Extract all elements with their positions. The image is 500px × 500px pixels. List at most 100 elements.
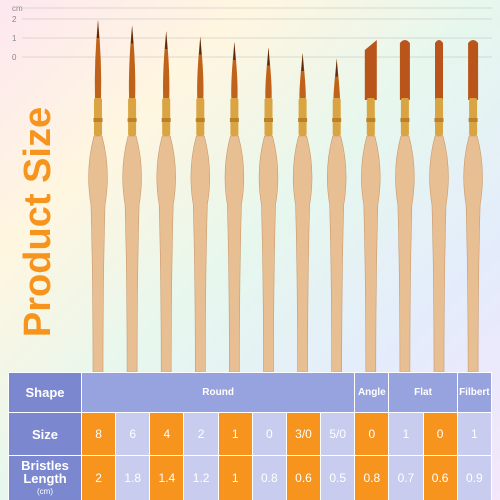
size-cell: 0: [422, 412, 458, 456]
brush-ferrule-ring: [93, 118, 103, 122]
brush-tip-dark: [301, 53, 304, 71]
brush-tip-dark: [199, 36, 202, 55]
brush-handle: [395, 135, 415, 372]
size-cell: 0: [354, 412, 390, 456]
brush-ferrule-ring: [366, 118, 376, 122]
row-label: Bristles Length (cm): [8, 455, 82, 500]
brush-tip: [163, 31, 170, 100]
brush-ferrule: [264, 98, 273, 136]
title: Product Size: [17, 107, 59, 337]
brush-ferrule: [435, 98, 443, 136]
brush-ferrule-ring: [161, 118, 171, 122]
row-label: Size: [8, 412, 82, 456]
size-row: Size 8 6 4 2 1 0 3/0 5/0 0 1 0 1: [8, 412, 493, 456]
brush-ferrule-ring: [434, 118, 444, 122]
brush-tip: [94, 20, 102, 100]
brush-ferrule-ring: [264, 118, 273, 122]
size-cell: 1: [456, 412, 493, 456]
size-cell: 1: [388, 412, 424, 456]
ruler-unit: cm: [12, 4, 23, 13]
length-cell: 0.6: [285, 455, 322, 500]
ruler-label: 0: [12, 53, 17, 62]
brush-ferrule: [128, 98, 137, 136]
brush-handle: [190, 135, 210, 372]
row-label-unit: (cm): [37, 486, 53, 496]
length-cell: 0.7: [388, 455, 424, 500]
length-cell: 0.8: [251, 455, 287, 500]
brush-ferrule: [298, 98, 307, 136]
size-cell: 4: [149, 412, 185, 456]
length-cell: 1.8: [115, 455, 151, 500]
brush-handle: [463, 135, 483, 372]
ruler: 2 1 0: [12, 15, 492, 62]
brush-handle: [224, 135, 245, 372]
length-cell: 0.8: [354, 455, 390, 500]
brush-tip-dark: [335, 58, 338, 77]
brush-tip: [399, 40, 410, 100]
brush-ferrule-ring: [127, 118, 137, 122]
row-label-text: Bristles Length: [21, 457, 69, 486]
shape-cell: Angle: [354, 372, 390, 413]
size-cell: 3/0: [285, 412, 322, 456]
brush-handle: [292, 135, 313, 372]
shape-cell: Filbert: [456, 372, 493, 413]
length-cell: 2: [80, 455, 117, 500]
brush-handle: [122, 135, 142, 372]
size-cell: 6: [115, 412, 151, 456]
brush-ferrule: [469, 98, 478, 136]
ruler-label: 2: [12, 15, 17, 24]
size-cell: 1: [217, 412, 253, 456]
brush-ferrule-ring: [468, 118, 478, 122]
brush-ferrule-ring: [229, 118, 239, 122]
brush-illustration: cm 2 1 0 Product Size: [12, 4, 492, 372]
brush-handle: [327, 135, 347, 372]
brush-tip-dark: [165, 31, 168, 49]
brush-tip-dark: [130, 25, 134, 44]
brush-tip-dark: [267, 47, 270, 66]
length-cell: 1.2: [183, 455, 219, 500]
brush-tip: [299, 53, 306, 100]
shape-row: Shape Round Angle Flat Filbert: [8, 372, 493, 413]
shape-cell: Flat: [388, 372, 458, 413]
brush-ferrule: [196, 98, 205, 136]
brush-ferrule: [94, 98, 102, 136]
brushes: [88, 20, 483, 372]
length-cell: 0.9: [456, 455, 493, 500]
brush-tip: [435, 40, 443, 100]
length-row: Bristles Length (cm) 2 1.8 1.4 1.2 1 0.8 0.6 0.5…: [8, 455, 493, 500]
brush-ferrule-ring: [298, 118, 308, 122]
brush-tip-dark: [233, 42, 236, 60]
brush-handle: [156, 135, 176, 372]
brush-ferrule: [162, 98, 171, 136]
brush-ferrule: [400, 98, 409, 136]
size-cell: 5/0: [320, 412, 356, 456]
brush-handle: [88, 135, 108, 372]
brush-tip: [364, 40, 377, 100]
brush-tip: [128, 25, 136, 100]
size-cell: 2: [183, 412, 219, 456]
length-cell: 1: [217, 455, 253, 500]
brush-tip: [231, 42, 238, 100]
brush-handle: [361, 135, 381, 372]
brush-ferrule: [366, 98, 375, 136]
length-cell: 0.6: [422, 455, 458, 500]
brush-ferrule-ring: [332, 118, 342, 122]
brush-tip: [265, 47, 272, 100]
brush-handle: [258, 135, 279, 372]
brush-tip-dark: [96, 20, 100, 38]
brush-ferrule-ring: [195, 118, 205, 122]
brush-tip: [333, 58, 340, 100]
length-cell: 1.4: [149, 455, 185, 500]
length-cell: 0.5: [320, 455, 356, 500]
brush-handle: [429, 135, 449, 372]
brush-tip: [468, 40, 479, 100]
shape-cell: Round: [80, 372, 356, 413]
size-cell: 8: [80, 412, 117, 456]
brush-tip: [197, 36, 204, 100]
ruler-label: 1: [12, 34, 17, 43]
row-label: Shape: [8, 372, 82, 413]
brush-ferrule: [230, 98, 239, 136]
brush-ferrule: [332, 98, 341, 136]
